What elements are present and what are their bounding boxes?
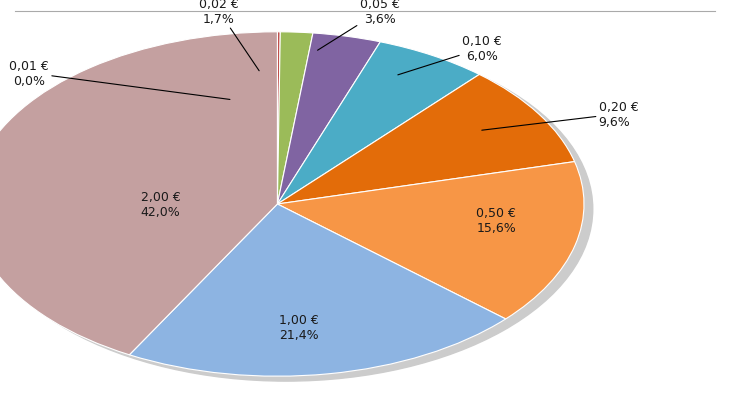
Text: 1,00 €
21,4%: 1,00 € 21,4% bbox=[280, 313, 319, 341]
Text: 0,02 €
1,7%: 0,02 € 1,7% bbox=[199, 0, 259, 72]
Circle shape bbox=[0, 38, 593, 381]
Wedge shape bbox=[277, 33, 280, 204]
Wedge shape bbox=[277, 75, 575, 204]
Text: 0,05 €
3,6%: 0,05 € 3,6% bbox=[318, 0, 399, 51]
Wedge shape bbox=[277, 43, 480, 204]
Text: 0,10 €
6,0%: 0,10 € 6,0% bbox=[398, 35, 502, 76]
Text: 0,01 €
0,0%: 0,01 € 0,0% bbox=[9, 60, 230, 100]
Wedge shape bbox=[277, 34, 380, 204]
Text: 0,50 €
15,6%: 0,50 € 15,6% bbox=[477, 207, 516, 235]
Wedge shape bbox=[277, 33, 313, 204]
Text: 0,20 €
9,6%: 0,20 € 9,6% bbox=[482, 101, 638, 131]
Wedge shape bbox=[277, 162, 584, 319]
Wedge shape bbox=[129, 204, 506, 376]
Text: 2,00 €
42,0%: 2,00 € 42,0% bbox=[141, 191, 180, 218]
Wedge shape bbox=[0, 33, 277, 355]
